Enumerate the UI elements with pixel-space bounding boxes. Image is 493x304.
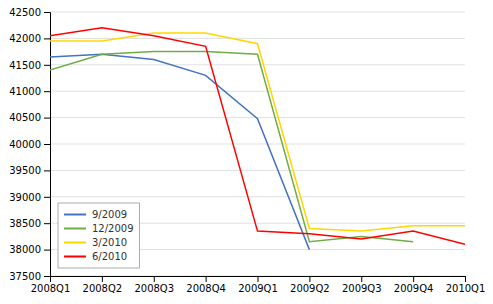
x-tick: 2009Q2 — [290, 276, 330, 294]
y-axis-line — [44, 13, 51, 277]
x-tick-label: 2008Q3 — [134, 283, 174, 294]
y-tick-label: 41500 — [9, 60, 41, 71]
x-tick-mark — [258, 276, 259, 282]
x-tick: 2009Q4 — [394, 276, 434, 294]
x-tick-mark — [465, 276, 466, 282]
grid-line — [50, 196, 465, 197]
y-tick-mark — [44, 197, 50, 198]
x-tick-mark — [309, 276, 310, 282]
legend-swatch — [64, 242, 86, 244]
x-tick-label: 2008Q4 — [186, 283, 226, 294]
x-tick: 2008Q2 — [83, 276, 123, 294]
grid-line — [50, 64, 465, 65]
x-tick-label: 2010Q1 — [446, 283, 486, 294]
y-tick-mark — [44, 170, 50, 171]
y-tick: 42000 — [9, 33, 50, 44]
x-tick: 2009Q3 — [342, 276, 382, 294]
y-tick-mark — [44, 223, 50, 224]
y-tick-mark — [44, 144, 50, 145]
grid-line — [50, 91, 465, 92]
y-tick-mark — [44, 65, 50, 66]
grid-line — [50, 144, 465, 145]
y-tick-label: 37500 — [9, 271, 41, 282]
x-tick-mark — [154, 276, 155, 282]
legend: 9/2009 12/2009 3/2010 6/2010 — [58, 203, 140, 268]
legend-swatch — [64, 228, 86, 230]
y-tick-mark — [44, 276, 50, 277]
chart: 2008Q1 2008Q2 2008Q3 2008Q4 2009Q1 2009Q2 2009… — [0, 0, 493, 304]
y-tick-mark — [44, 12, 50, 13]
x-tick-label: 2009Q3 — [342, 283, 382, 294]
x-tick-label: 2008Q2 — [83, 283, 123, 294]
y-tick-label: 42000 — [9, 33, 41, 44]
y-tick-label: 40500 — [9, 112, 41, 123]
y-tick-label: 38000 — [9, 244, 41, 255]
y-tick-label: 38500 — [9, 218, 41, 229]
y-axis: 37500 38000 38500 39000 39500 40000 40500 41000… — [9, 7, 50, 282]
y-tick: 41500 — [9, 60, 50, 71]
x-tick-mark — [206, 276, 207, 282]
legend-label: 9/2009 — [92, 209, 127, 220]
legend-box — [58, 203, 140, 268]
legend-item: 12/2009 — [64, 223, 134, 234]
y-tick-mark — [44, 38, 50, 39]
y-tick: 40000 — [9, 139, 50, 150]
x-tick-mark — [102, 276, 103, 282]
x-tick-mark — [361, 276, 362, 282]
plot: 2008Q1 2008Q2 2008Q3 2008Q4 2009Q1 2009Q2 2009… — [9, 7, 485, 294]
legend-swatch — [64, 256, 86, 258]
grid-line — [50, 170, 465, 171]
series-line — [50, 28, 465, 244]
x-tick: 2008Q3 — [134, 276, 174, 294]
y-tick-label: 39000 — [9, 192, 41, 203]
y-tick: 41000 — [9, 86, 50, 97]
series-line — [50, 52, 413, 242]
legend-item: 6/2010 — [64, 251, 127, 262]
x-axis: 2008Q1 2008Q2 2008Q3 2008Q4 2009Q1 2009Q2 2009… — [31, 276, 486, 294]
x-tick-label: 2009Q1 — [238, 283, 278, 294]
x-tick-label: 2009Q2 — [290, 283, 330, 294]
y-tick-label: 40000 — [9, 139, 41, 150]
grid — [50, 12, 465, 276]
y-tick-label: 42500 — [9, 7, 41, 18]
legend-swatch — [64, 214, 86, 216]
y-tick: 39500 — [9, 165, 50, 176]
legend-item: 9/2009 — [64, 209, 127, 220]
y-tick-mark — [44, 91, 50, 92]
series-line — [50, 33, 465, 231]
y-tick: 37500 — [9, 271, 50, 282]
legend-item: 3/2010 — [64, 237, 127, 248]
x-tick-label: 2009Q4 — [394, 283, 434, 294]
y-tick-mark — [44, 250, 50, 251]
grid-line — [50, 12, 465, 13]
legend-label: 3/2010 — [92, 237, 127, 248]
x-tick: 2009Q1 — [238, 276, 278, 294]
y-tick-label: 39500 — [9, 165, 41, 176]
x-axis-line — [51, 277, 466, 283]
y-tick-mark — [44, 118, 50, 119]
legend-label: 12/2009 — [92, 223, 134, 234]
y-tick: 39000 — [9, 192, 50, 203]
lines — [50, 28, 465, 250]
y-tick: 38000 — [9, 244, 50, 255]
legend-label: 6/2010 — [92, 251, 127, 262]
y-tick: 42500 — [9, 7, 50, 18]
y-tick-label: 41000 — [9, 86, 41, 97]
x-tick-mark — [413, 276, 414, 282]
x-tick: 2008Q4 — [186, 276, 226, 294]
y-tick: 40500 — [9, 112, 50, 123]
y-tick: 38500 — [9, 218, 50, 229]
x-tick: 2010Q1 — [446, 276, 486, 294]
x-tick-label: 2008Q1 — [31, 283, 71, 294]
